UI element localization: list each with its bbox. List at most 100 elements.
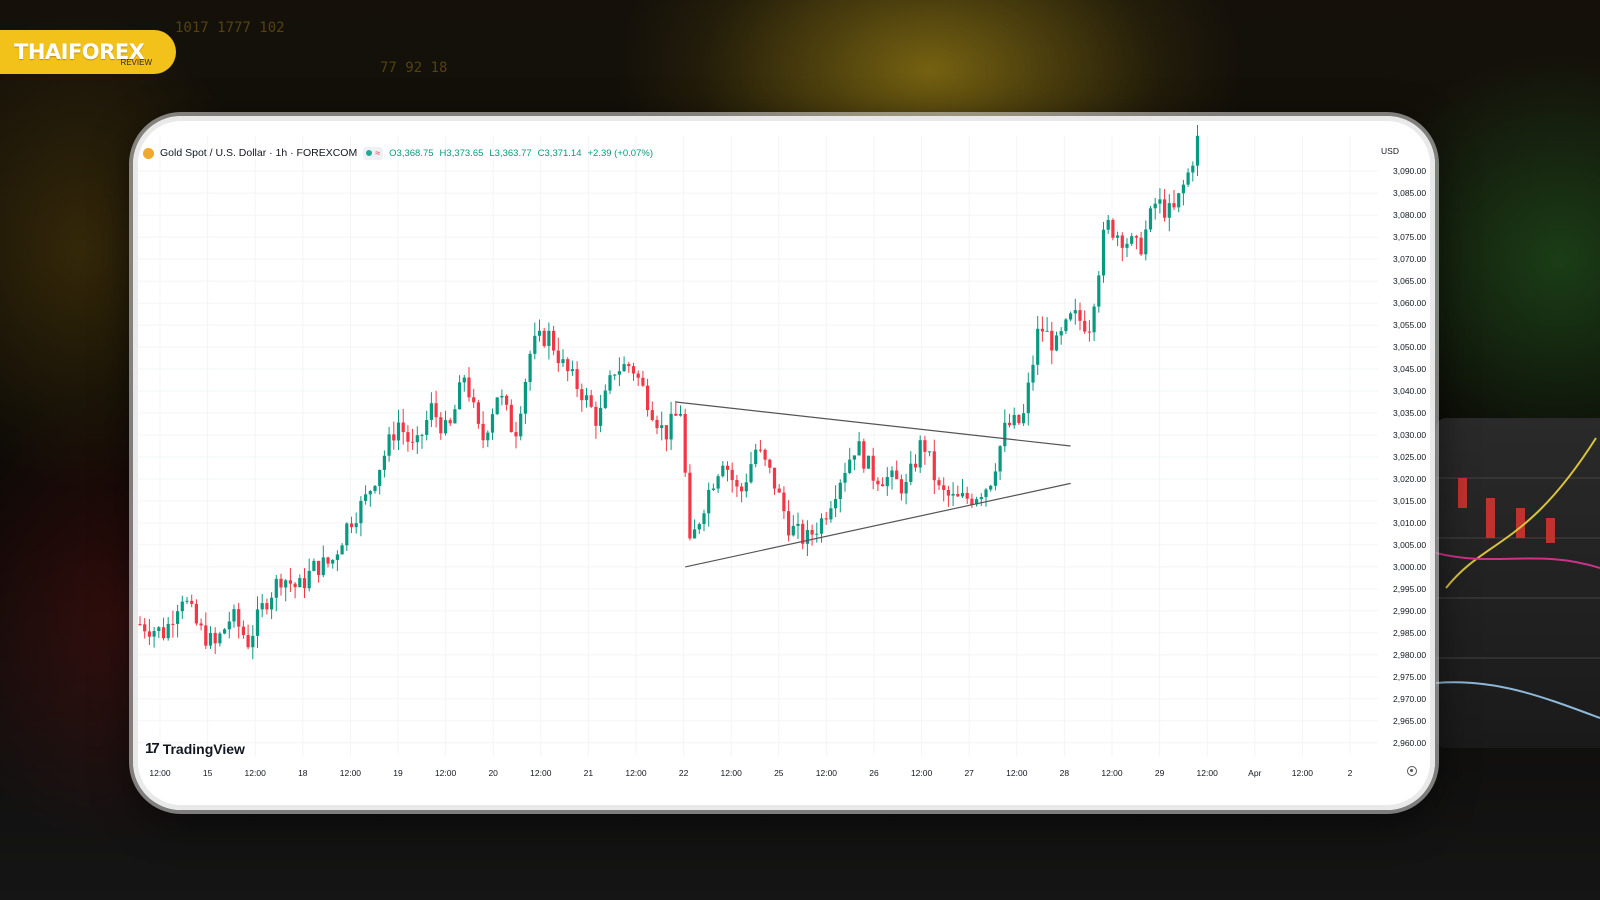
candle-body	[1116, 235, 1120, 238]
candle-body	[476, 402, 480, 424]
logo-text: THAIFOREX	[14, 40, 145, 64]
candle-body	[993, 471, 997, 486]
candle-body	[735, 480, 739, 487]
candle-body	[1130, 236, 1134, 244]
candle-body	[1073, 310, 1077, 314]
price-tick-label: 3,030.00	[1393, 430, 1426, 440]
candle-body	[1153, 203, 1157, 209]
candle-body	[749, 464, 753, 483]
price-tick-label: 3,055.00	[1393, 320, 1426, 330]
candle-body	[589, 395, 593, 407]
price-tick-label: 3,090.00	[1393, 166, 1426, 176]
candle-body	[359, 500, 363, 524]
price-tick-label: 2,975.00	[1393, 672, 1426, 682]
candle-body	[942, 485, 946, 490]
price-tick-label: 3,010.00	[1393, 518, 1426, 528]
candle-body	[829, 508, 833, 520]
candle-body	[194, 603, 198, 624]
candle-body	[876, 480, 880, 485]
background-ticker-decoration: 77 92 18	[380, 60, 448, 76]
candle-body	[650, 410, 654, 420]
symbol-title[interactable]: Gold Spot / U.S. Dollar · 1h · FOREXCOM	[160, 147, 358, 159]
candle-body	[810, 529, 814, 535]
time-tick-label: 12:00	[1006, 768, 1028, 778]
candle-body	[481, 423, 485, 441]
candle-body	[312, 560, 316, 571]
candle-body	[824, 518, 828, 520]
price-chart[interactable]: 2,960.00 2,965.00 2,970.00 2,975.00 2,980.00…	[133, 116, 1435, 810]
candle-body	[1191, 165, 1195, 173]
candle-body	[660, 425, 664, 429]
candle-body	[472, 397, 476, 403]
candle-body	[425, 419, 429, 435]
candle-body	[495, 397, 499, 415]
candle-body	[279, 578, 283, 588]
candle-body	[688, 472, 692, 539]
price-tick-label: 3,000.00	[1393, 562, 1426, 572]
candle-body	[458, 382, 462, 410]
candle-body	[918, 440, 922, 468]
candle-body	[354, 523, 358, 528]
candle-body	[960, 492, 965, 497]
tradingview-watermark[interactable]: 17 TradingView	[145, 740, 245, 757]
candle-body	[1012, 415, 1016, 426]
candle-body	[270, 597, 274, 610]
candle-body	[317, 560, 321, 576]
triangle-trendlines	[675, 401, 1071, 568]
candle-body	[255, 609, 260, 636]
chart-grid	[137, 136, 1378, 756]
candle-body	[514, 432, 518, 437]
candle-body	[763, 449, 767, 460]
candle-body	[1177, 193, 1181, 208]
candle-body	[161, 627, 166, 639]
candle-body	[1172, 203, 1176, 208]
live-status-icon	[366, 150, 373, 156]
candle-body	[871, 455, 875, 481]
candle-body	[932, 451, 936, 481]
time-tick-label: 28	[1060, 768, 1070, 778]
price-tick-label: 2,990.00	[1393, 606, 1426, 616]
currency-label[interactable]: USD	[1381, 146, 1399, 156]
time-tick-label: 19	[393, 768, 403, 778]
candle-body	[1148, 208, 1153, 230]
candle-body	[772, 467, 777, 489]
time-tick-label: 12:00	[245, 768, 267, 778]
candle-body	[664, 425, 668, 440]
price-tick-label: 3,060.00	[1393, 298, 1426, 308]
time-tick-label: Apr	[1248, 768, 1261, 778]
price-tick-label: 3,015.00	[1393, 496, 1426, 506]
time-tick-label: 12:00	[340, 768, 362, 778]
candle-body	[486, 432, 490, 441]
candle-body	[218, 633, 222, 644]
ohlc-open: O3,368.75	[389, 147, 434, 159]
time-tick-label: 22	[679, 768, 689, 778]
candle-body	[556, 350, 560, 364]
candle-body	[584, 395, 589, 401]
candle-body	[1022, 413, 1026, 424]
candle-body	[998, 446, 1002, 472]
live-status-pill[interactable]: ≈	[363, 146, 384, 160]
candle-body	[622, 364, 626, 372]
candle-body	[928, 451, 932, 453]
candle-body	[678, 413, 683, 416]
candle-body	[965, 492, 969, 499]
candle-body	[237, 609, 241, 627]
time-tick-label: 12:00	[1101, 768, 1123, 778]
candle-body	[777, 488, 781, 493]
settings-icon[interactable]	[1407, 766, 1417, 776]
candle-body	[176, 611, 180, 624]
candle-body	[1007, 422, 1012, 426]
candle-body	[683, 413, 687, 473]
candle-body	[693, 529, 697, 539]
price-tick-label: 2,995.00	[1393, 584, 1426, 594]
thaiforex-logo[interactable]: THAIFOREX REVIEW	[0, 30, 176, 74]
candle-body	[937, 480, 941, 486]
candle-body	[199, 623, 203, 626]
candle-body	[1050, 330, 1054, 351]
candle-body	[946, 489, 950, 496]
candle-body	[843, 472, 847, 483]
candle-body	[721, 465, 725, 477]
candle-body	[857, 441, 861, 456]
candle-body	[740, 486, 744, 492]
candle-body	[523, 381, 527, 414]
